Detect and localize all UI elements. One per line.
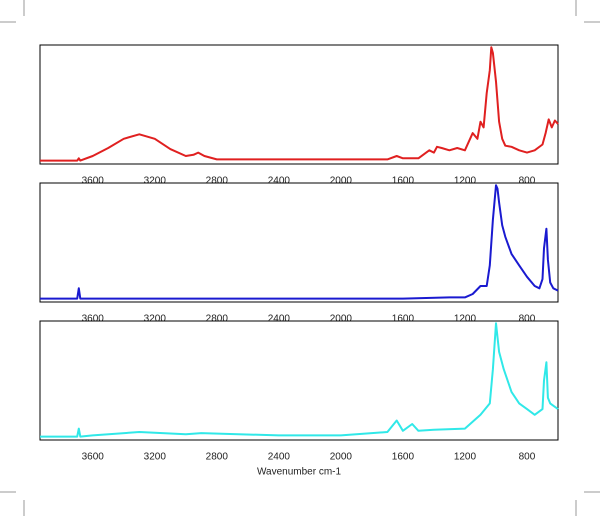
x-tick-label: 1600 xyxy=(392,314,415,325)
x-tick-label: 3200 xyxy=(144,314,167,325)
x-axis-label: Wavenumber cm-1 xyxy=(257,467,342,478)
x-tick-label: 2800 xyxy=(206,452,229,463)
x-tick-label: 2000 xyxy=(330,314,353,325)
x-tick-label: 2000 xyxy=(330,176,353,187)
x-tick-label: 2400 xyxy=(268,452,291,463)
x-tick-label: 800 xyxy=(519,314,536,325)
x-tick-label: 3600 xyxy=(82,314,105,325)
x-tick-label: 1600 xyxy=(392,176,415,187)
spectrum-line xyxy=(40,184,559,300)
spectrum-line xyxy=(40,322,559,438)
spectrum-line xyxy=(40,46,559,162)
x-tick-label: 1600 xyxy=(392,452,415,463)
x-tick-label: 1200 xyxy=(454,452,477,463)
x-tick-label: 2000 xyxy=(330,452,353,463)
x-tick-label: 800 xyxy=(519,452,536,463)
panel-frame xyxy=(39,44,559,165)
x-tick-label: 1200 xyxy=(454,314,477,325)
x-tick-label: 3200 xyxy=(144,176,167,187)
x-tick-label: 3600 xyxy=(82,176,105,187)
x-tick-label: 2400 xyxy=(268,314,291,325)
x-tick-label: 2800 xyxy=(206,176,229,187)
panel-frame xyxy=(39,182,559,303)
x-tick-label: 2400 xyxy=(268,176,291,187)
x-tick-label: 3600 xyxy=(82,452,105,463)
x-tick-label: 2800 xyxy=(206,314,229,325)
x-tick-label: 3200 xyxy=(144,452,167,463)
x-tick-label: 1200 xyxy=(454,176,477,187)
x-tick-label: 800 xyxy=(519,176,536,187)
panel-frame xyxy=(39,320,559,441)
